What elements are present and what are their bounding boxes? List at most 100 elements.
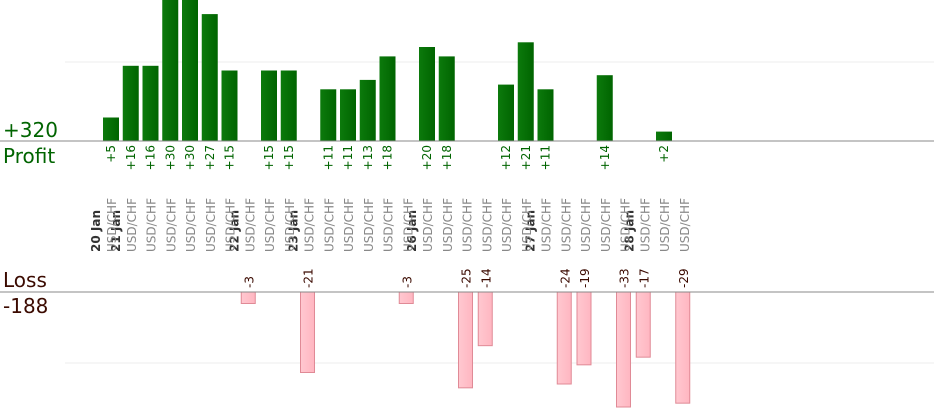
loss-bar xyxy=(240,291,256,304)
symbol-label: USD/CHF xyxy=(658,198,672,252)
profit-value-label: +15 xyxy=(282,145,296,170)
profit-bar xyxy=(122,65,139,141)
profit-bar xyxy=(280,70,297,141)
symbol-label: USD/CHF xyxy=(401,198,415,252)
symbol-label: USD/CHF xyxy=(638,198,652,252)
symbol-label: USD/CHF xyxy=(678,198,692,252)
profit-bar xyxy=(379,56,396,141)
loss-bar xyxy=(458,291,473,389)
profit-value-label: +11 xyxy=(321,145,335,170)
loss-bar xyxy=(398,291,414,304)
symbol-label: USD/CHF xyxy=(105,198,119,252)
loss-value-label: -24 xyxy=(558,268,572,288)
profit-value-label: +16 xyxy=(144,145,158,170)
profit-value-label: +11 xyxy=(539,145,553,170)
profit-value-label: +30 xyxy=(183,145,197,170)
symbol-label: USD/CHF xyxy=(263,198,277,252)
profit-bar xyxy=(656,131,672,141)
profit-bar xyxy=(419,47,435,141)
symbol-label: USD/CHF xyxy=(599,198,613,252)
loss-bar xyxy=(675,291,691,404)
profit-bar xyxy=(221,70,238,141)
profit-value-label: +30 xyxy=(163,145,177,170)
symbol-label: USD/CHF xyxy=(441,198,455,252)
profit-total: +320 xyxy=(3,118,58,142)
symbol-label: USD/CHF xyxy=(283,198,297,252)
loss-bar xyxy=(300,291,315,373)
symbol-label: USD/CHF xyxy=(461,198,475,252)
symbol-label: USD/CHF xyxy=(243,198,257,252)
symbol-label: USD/CHF xyxy=(362,198,376,252)
date-label: 21 Jan xyxy=(109,210,123,252)
loss-label: Loss xyxy=(3,268,47,292)
symbol-label: USD/CHF xyxy=(204,198,218,252)
profit-label: Profit xyxy=(3,144,56,168)
loss-bars: -3 -21 -3 -25 -14 -24 -19 -33 -17 -29 xyxy=(240,268,691,408)
date-label: 26 Jan xyxy=(405,210,419,252)
symbol-label: USD/CHF xyxy=(224,198,238,252)
symbol-label: USD/CHF xyxy=(520,198,534,252)
profit-value-label: +21 xyxy=(519,145,533,170)
profit-bar xyxy=(201,14,218,142)
loss-value-label: -19 xyxy=(578,268,592,288)
symbol-label: USD/CHF xyxy=(559,198,573,252)
profit-value-label: +15 xyxy=(262,145,276,170)
date-label: 28 Jan xyxy=(622,210,636,252)
loss-bar xyxy=(576,291,592,366)
profit-bars: +5 +16 +16 +30 +30 +27 +15 +15 +15 +11 +11 +13 +18 +2… xyxy=(103,0,672,170)
loss-value-label: -17 xyxy=(637,268,651,288)
profit-value-label: +2 xyxy=(657,145,671,163)
symbol-label: USD/CHF xyxy=(322,198,336,252)
profit-bar xyxy=(182,0,198,141)
symbol-label: USD/CHF xyxy=(303,198,317,252)
loss-bar xyxy=(616,291,631,408)
profit-value-label: +16 xyxy=(124,145,138,170)
loss-value-label: -21 xyxy=(302,268,316,288)
symbol-label: USD/CHF xyxy=(619,198,633,252)
loss-value-label: -29 xyxy=(677,268,691,288)
profit-value-label: +20 xyxy=(420,145,434,170)
profit-value-label: +13 xyxy=(361,145,375,170)
profit-bar xyxy=(320,89,337,141)
symbol-label: USD/CHF xyxy=(164,198,178,252)
loss-total: -188 xyxy=(3,294,49,318)
profit-bar xyxy=(103,117,119,141)
profit-value-label: +27 xyxy=(203,145,217,170)
loss-value-label: -14 xyxy=(479,268,493,288)
loss-bar xyxy=(556,291,572,385)
profit-bar xyxy=(537,89,554,141)
symbol-label: USD/CHF xyxy=(342,198,356,252)
symbol-label: USD/CHF xyxy=(421,198,435,252)
profit-bar xyxy=(142,65,159,141)
profit-value-label: +11 xyxy=(341,145,355,170)
profit-value-label: +12 xyxy=(499,145,513,170)
profit-bar xyxy=(596,75,613,141)
symbol-label: USD/CHF xyxy=(480,198,494,252)
loss-bar xyxy=(477,291,493,347)
symbol-label: USD/CHF xyxy=(382,198,396,252)
loss-value-label: -33 xyxy=(618,268,632,288)
profit-bar xyxy=(359,79,376,141)
profit-value-label: +14 xyxy=(598,145,612,170)
symbol-label: USD/CHF xyxy=(145,198,159,252)
symbol-label: USD/CHF xyxy=(579,198,593,252)
profit-bar xyxy=(498,84,514,141)
loss-value-label: -3 xyxy=(400,276,414,288)
symbol-label: USD/CHF xyxy=(500,198,514,252)
axis-labels: 20 Jan 21 Jan 22 Jan 23 Jan 26 Jan 27 Jan 28 J… xyxy=(89,198,692,252)
symbol-label: USD/CHF xyxy=(125,198,139,252)
profit-bar xyxy=(162,0,179,141)
profit-value-label: +18 xyxy=(381,145,395,170)
date-label: 27 Jan xyxy=(524,210,538,252)
profit-bar xyxy=(261,70,277,141)
profit-bar xyxy=(517,42,534,141)
profit-value-label: +15 xyxy=(223,145,237,170)
symbol-label: USD/CHF xyxy=(540,198,554,252)
profit-value-label: +18 xyxy=(440,145,454,170)
symbol-label: USD/CHF xyxy=(184,198,198,252)
profit-bar xyxy=(438,56,455,141)
date-label: 20 Jan xyxy=(89,210,103,252)
profit-value-label: +5 xyxy=(104,145,118,163)
date-label: 22 Jan xyxy=(227,210,241,252)
